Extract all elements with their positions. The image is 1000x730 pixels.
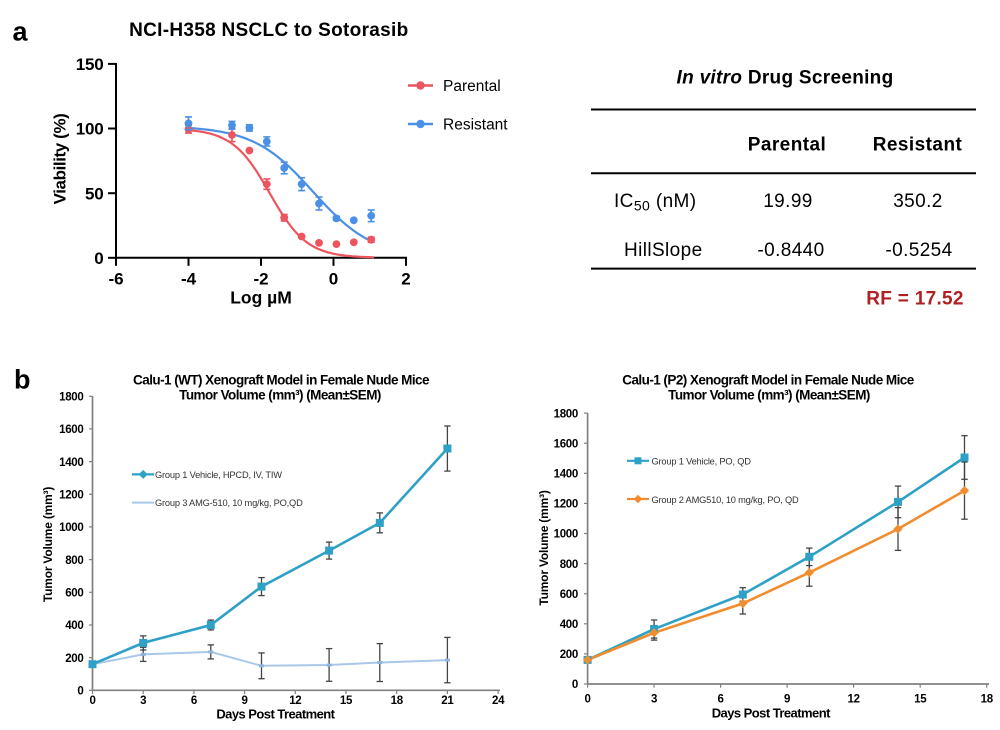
svg-text:-2: -2 [253, 269, 268, 288]
svg-text:3: 3 [651, 694, 657, 706]
svg-text:NCI-H358 NSCLC to Sotorasib: NCI-H358 NSCLC to Sotorasib [129, 20, 408, 41]
svg-text:400: 400 [560, 619, 578, 631]
svg-text:1600: 1600 [59, 424, 83, 436]
svg-text:24: 24 [492, 695, 505, 707]
svg-text:2: 2 [401, 269, 410, 288]
svg-text:Log µM: Log µM [230, 288, 292, 308]
svg-text:b: b [14, 365, 31, 395]
svg-text:200: 200 [560, 649, 578, 661]
svg-text:1400: 1400 [554, 469, 578, 481]
svg-text:350.2: 350.2 [893, 191, 943, 212]
svg-text:-0.8440: -0.8440 [757, 240, 824, 261]
svg-text:21: 21 [441, 695, 454, 707]
svg-text:9: 9 [242, 695, 248, 707]
svg-text:Tumor Volume (mm³) (Mean±SEM): Tumor Volume (mm³) (Mean±SEM) [179, 388, 381, 403]
svg-text:1400: 1400 [59, 457, 83, 469]
svg-text:1600: 1600 [554, 438, 578, 450]
svg-text:Resistant: Resistant [443, 117, 508, 134]
svg-text:Tumor Volume (mm³) (Mean±SEM): Tumor Volume (mm³) (Mean±SEM) [668, 388, 870, 403]
svg-text:600: 600 [65, 588, 83, 600]
svg-text:Parental: Parental [748, 135, 827, 156]
svg-text:200: 200 [65, 653, 83, 665]
svg-text:6: 6 [191, 695, 197, 707]
svg-text:1200: 1200 [59, 490, 83, 502]
svg-text:-4: -4 [181, 269, 197, 288]
svg-text:600: 600 [560, 589, 578, 601]
svg-text:0: 0 [77, 686, 83, 698]
svg-text:Days Post Treatment: Days Post Treatment [712, 706, 831, 721]
svg-text:Group 3 AMG-510, 10 mg/kg, PO,: Group 3 AMG-510, 10 mg/kg, PO,QD [155, 498, 303, 508]
svg-text:9: 9 [784, 694, 790, 706]
svg-text:Group 2 AMG510, 10 mg/kg, PO,: Group 2 AMG510, 10 mg/kg, PO, QD [652, 495, 800, 505]
svg-text:18: 18 [981, 694, 994, 706]
svg-text:a: a [13, 17, 29, 47]
svg-text:6: 6 [718, 694, 724, 706]
svg-text:Parental: Parental [443, 78, 501, 95]
svg-text:0: 0 [572, 679, 578, 691]
svg-text:1200: 1200 [554, 499, 578, 511]
svg-text:-6: -6 [108, 269, 123, 288]
svg-text:800: 800 [65, 555, 83, 567]
svg-text:100: 100 [76, 120, 104, 139]
svg-text:Calu-1 (P2) Xenograft Model in: Calu-1 (P2) Xenograft Model in Female Nu… [622, 373, 914, 388]
svg-text:0: 0 [89, 695, 95, 707]
svg-text:400: 400 [65, 620, 83, 632]
svg-text:1000: 1000 [554, 529, 578, 541]
svg-text:12: 12 [847, 694, 859, 706]
svg-text:Group 1 Vehicle, HPCD, IV, TIW: Group 1 Vehicle, HPCD, IV, TIW [155, 470, 282, 480]
svg-text:18: 18 [391, 695, 404, 707]
svg-text:Days Post Treatment: Days Post Treatment [216, 707, 335, 722]
svg-text:1800: 1800 [554, 408, 578, 420]
svg-text:50: 50 [85, 184, 104, 203]
svg-text:1000: 1000 [59, 522, 83, 534]
svg-text:IC50 (nM): IC50 (nM) [614, 191, 697, 214]
svg-text:Resistant: Resistant [873, 135, 963, 156]
svg-text:150: 150 [76, 55, 104, 74]
svg-text:0: 0 [585, 694, 591, 706]
svg-text:-0.5254: -0.5254 [885, 240, 952, 261]
svg-text:0: 0 [94, 249, 103, 268]
svg-text:Calu-1 (WT) Xenograft Model in: Calu-1 (WT) Xenograft Model in Female Nu… [133, 373, 430, 388]
svg-text:Tumor Volume (mm³): Tumor Volume (mm³) [537, 490, 551, 605]
svg-text:In vitro Drug Screening: In vitro Drug Screening [677, 68, 894, 89]
svg-text:HillSlope: HillSlope [624, 240, 703, 261]
svg-text:12: 12 [289, 695, 301, 707]
svg-text:Viability (%): Viability (%) [51, 114, 70, 205]
svg-text:3: 3 [140, 695, 146, 707]
svg-text:RF = 17.52: RF = 17.52 [866, 289, 964, 310]
svg-text:15: 15 [914, 694, 927, 706]
svg-text:0: 0 [329, 269, 338, 288]
svg-text:19.99: 19.99 [763, 191, 813, 212]
svg-text:Tumor Volume (mm³): Tumor Volume (mm³) [41, 487, 55, 602]
svg-text:Group 1 Vehicle, PO, QD: Group 1 Vehicle, PO, QD [652, 457, 752, 467]
svg-text:15: 15 [340, 695, 353, 707]
svg-text:800: 800 [560, 559, 578, 571]
svg-text:1800: 1800 [59, 392, 83, 404]
